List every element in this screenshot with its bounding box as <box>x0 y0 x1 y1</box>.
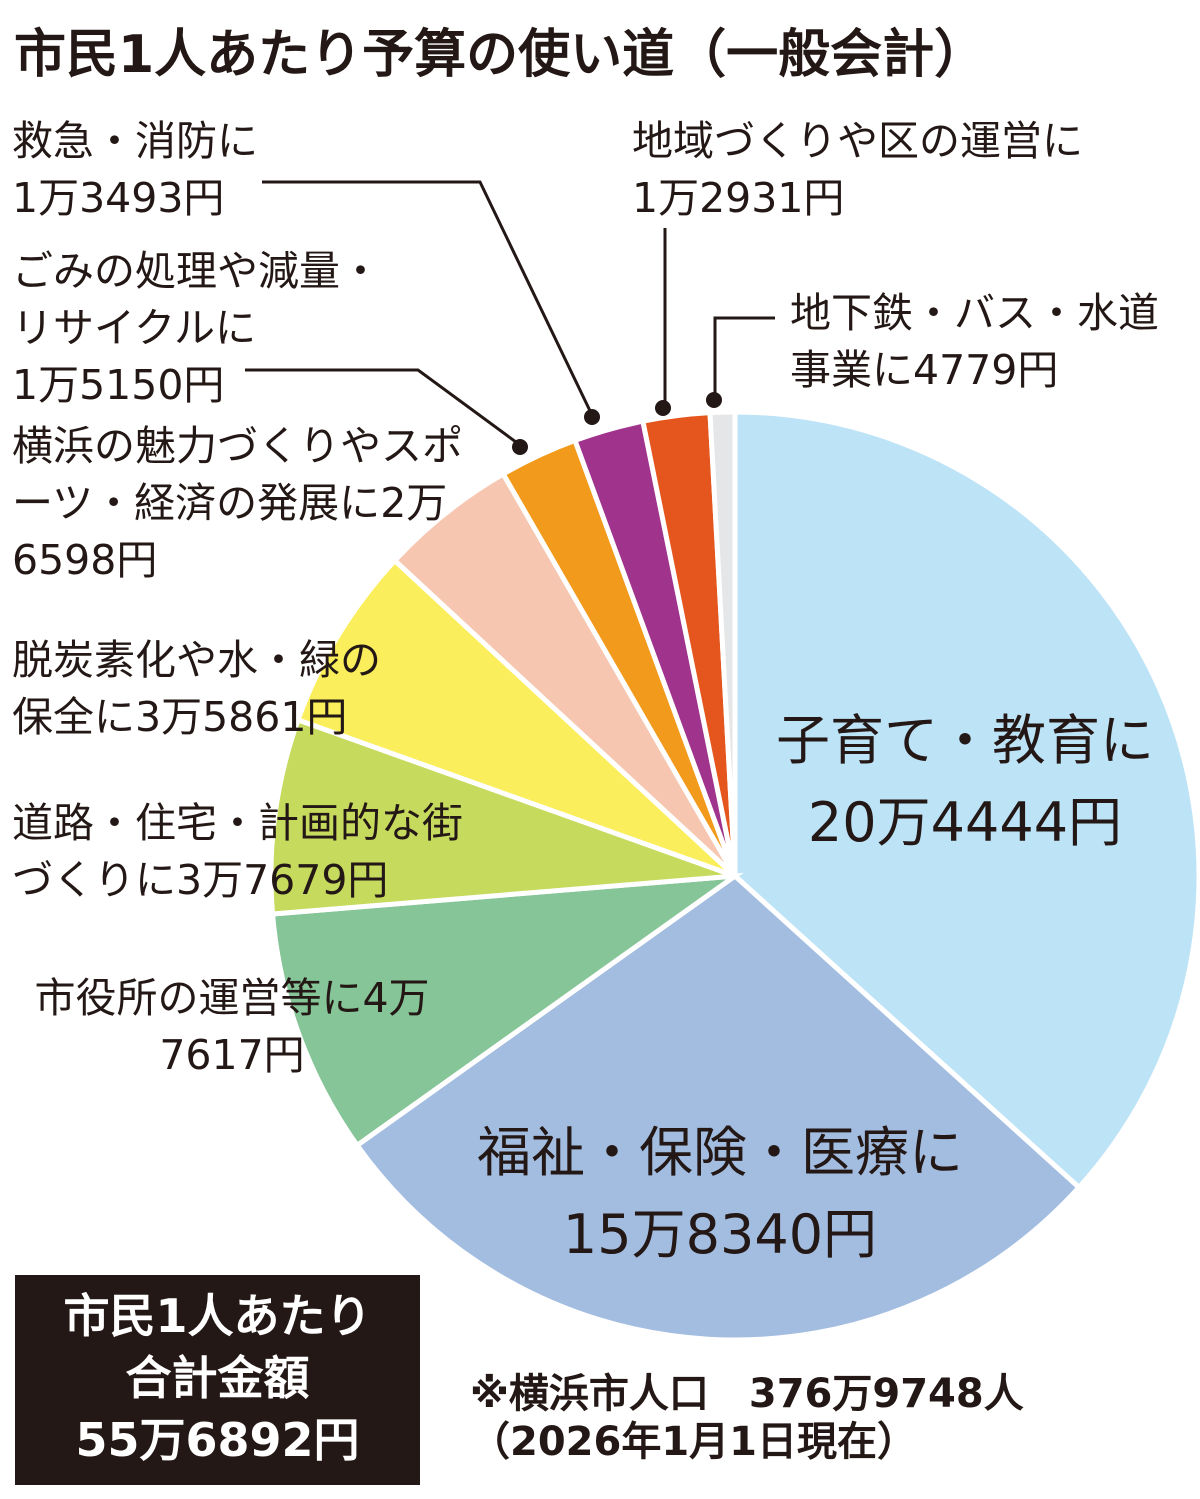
slice-label: 子育て・教育に 20万4444円 <box>730 700 1200 864</box>
note: ※横浜市人口 376万9748人 <box>470 1371 1024 1417</box>
note: （2026年1月1日現在） <box>470 1419 917 1465</box>
category-label: 救急・消防に <box>12 117 258 165</box>
category-label: 市役所の運営等に <box>34 974 363 1022</box>
slice-label: 地域づくりや区の運営に 1万2931円 <box>632 113 1152 227</box>
leader-line <box>262 180 594 416</box>
category-label: 地下鉄・バス・水道事業に <box>790 289 1159 394</box>
value-label: 1万3493円 <box>12 174 225 222</box>
total-box: 市民1人あたり 合計金額 55万6892円 <box>15 1275 420 1485</box>
total-label: 市民1人あたり <box>63 1289 372 1343</box>
value-label: 3万5861円 <box>135 693 348 741</box>
pie-slice <box>353 872 1083 1343</box>
notes: ※横浜市人口 376万9748人 （2026年1月1日現在） <box>470 1370 1024 1466</box>
slice-label: 地下鉄・バス・水道事業に4779円 <box>790 285 1180 399</box>
leader-dot <box>512 439 528 455</box>
value-label: 1万2931円 <box>632 174 845 222</box>
category-label: 道路・住宅・計画的な街づくりに <box>12 799 463 904</box>
leader-dots <box>512 392 722 455</box>
pie-slice <box>707 409 738 877</box>
value-label: 20万4444円 <box>807 791 1123 854</box>
slice-label: 救急・消防に 1万3493円 <box>12 113 272 227</box>
value-label: 4779円 <box>913 346 1059 394</box>
slice-label: 福祉・保険・医療に 15万8340円 <box>430 1112 1010 1276</box>
pie-slice <box>269 872 744 1149</box>
pie-slice <box>732 409 1200 1191</box>
pie-slice <box>268 716 736 917</box>
slices <box>268 409 1200 1343</box>
slice-label: 脱炭素化や水・緑の保全に3万5861円 <box>12 632 402 746</box>
category-label: 福祉・保険・医療に <box>477 1121 963 1184</box>
value-label: 4万7617円 <box>159 974 430 1079</box>
value-label: 3万7679円 <box>176 856 389 904</box>
value-label: 2万6598円 <box>12 479 448 584</box>
leader-line <box>713 316 775 398</box>
leader-line <box>245 368 521 447</box>
pie-slice <box>294 556 737 879</box>
value-label: 15万8340円 <box>562 1203 878 1266</box>
category-label: 子育て・教育に <box>776 709 1154 772</box>
total-label: 合計金額 <box>125 1351 310 1405</box>
total-amount: 55万6892円 <box>75 1413 360 1467</box>
leader-dot <box>584 409 600 425</box>
leader-dot <box>706 392 722 408</box>
value-label: 1万5150円 <box>12 361 225 409</box>
slice-label: ごみの処理や減量・リサイクルに 1万5150円 <box>12 243 412 414</box>
slice-label: 市役所の運営等に4万7617円 <box>12 970 452 1084</box>
category-label: 脱炭素化や水・緑の保全に <box>12 636 381 741</box>
leader-dot <box>655 400 671 416</box>
chart-title: 市民1人あたり予算の使い道（一般会計） <box>14 25 987 85</box>
slice-label: 道路・住宅・計画的な街づくりに3万7679円 <box>12 795 482 909</box>
category-label: 地域づくりや区の運営に <box>632 117 1083 165</box>
category-label: ごみの処理や減量・リサイクルに <box>12 247 381 352</box>
slice-label: 横浜の魅力づくりやスポーツ・経済の発展に2万6598円 <box>12 418 497 589</box>
leader-lines <box>245 180 775 447</box>
category-label: 横浜の魅力づくりやスポーツ・経済の発展に <box>12 422 463 527</box>
